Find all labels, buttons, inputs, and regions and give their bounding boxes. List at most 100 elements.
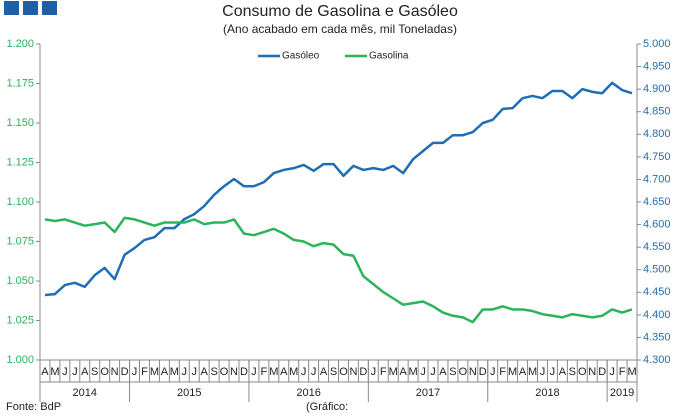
y-tick-label: 1.125 xyxy=(6,156,34,168)
x-tick-label: D xyxy=(240,366,248,378)
x-tick-label: M xyxy=(508,366,517,378)
x-tick-label: A xyxy=(41,366,49,378)
x-tick-label: O xyxy=(339,366,348,378)
x-tick-label: N xyxy=(469,366,477,378)
y2-tick-label: 4.850 xyxy=(643,106,671,118)
x-tick-label: D xyxy=(359,366,367,378)
x-tick-label: J xyxy=(550,366,556,378)
y2-tick-label: 4.400 xyxy=(643,309,671,321)
x-tick-label: S xyxy=(569,366,576,378)
x-tick-label: M xyxy=(269,366,278,378)
series-line xyxy=(44,81,633,297)
y2-tick-label: 4.900 xyxy=(643,83,671,95)
x-tick-label: A xyxy=(519,366,527,378)
x-tick-label: J xyxy=(301,366,307,378)
y-tick-label: 1.200 xyxy=(6,38,34,50)
y-tick-label: 1.075 xyxy=(6,235,34,247)
x-tick-label: N xyxy=(588,366,596,378)
x-tick-label: J xyxy=(420,366,426,378)
logo-square xyxy=(4,1,19,15)
x-tick-label: A xyxy=(400,366,408,378)
y2-tick-label: 4.700 xyxy=(643,173,671,185)
x-tick-label: A xyxy=(81,366,89,378)
y-tick-label: 1.025 xyxy=(6,314,34,326)
x-tick-label: S xyxy=(210,366,217,378)
x-tick-label: M xyxy=(627,366,636,378)
year-label: 2019 xyxy=(610,387,634,399)
x-tick-label: O xyxy=(100,366,109,378)
x-tick-label: J xyxy=(72,366,78,378)
x-tick-label: J xyxy=(191,366,197,378)
x-tick-label: F xyxy=(499,366,506,378)
x-tick-label: N xyxy=(349,366,357,378)
y2-tick-label: 5.000 xyxy=(643,38,671,50)
series-line xyxy=(44,216,633,324)
y2-tick-label: 4.450 xyxy=(643,286,671,298)
x-tick-label: J xyxy=(490,366,496,378)
source: Fonte: BdP xyxy=(6,401,61,413)
y-tick-label: 1.050 xyxy=(6,275,34,287)
x-tick-label: F xyxy=(261,366,268,378)
y2-tick-label: 4.600 xyxy=(643,218,671,230)
x-tick-label: J xyxy=(311,366,317,378)
x-tick-label: J xyxy=(62,366,68,378)
y2-tick-label: 4.300 xyxy=(643,354,671,366)
x-tick-label: A xyxy=(280,366,288,378)
y2-tick-label: 4.750 xyxy=(643,151,671,163)
logo-square xyxy=(23,1,38,15)
x-tick-label: O xyxy=(578,366,587,378)
x-tick-label: A xyxy=(201,366,209,378)
x-tick-label: F xyxy=(141,366,148,378)
x-tick-label: S xyxy=(330,366,337,378)
y-tick-label: 1.100 xyxy=(6,196,34,208)
x-tick-label: S xyxy=(449,366,456,378)
year-label: 2017 xyxy=(416,387,440,399)
x-tick-label: J xyxy=(182,366,188,378)
x-tick-label: J xyxy=(430,366,436,378)
x-tick-label: F xyxy=(619,366,626,378)
x-tick-label: M xyxy=(170,366,179,378)
x-tick-label: J xyxy=(371,366,377,378)
year-label: 2015 xyxy=(177,387,201,399)
legend-label: Gasóleo xyxy=(282,51,320,62)
chart-subtitle: (Ano acabado em cada mês, mil Toneladas) xyxy=(223,22,457,36)
y2-tick-label: 4.500 xyxy=(643,264,671,276)
y2-tick-label: 4.800 xyxy=(643,128,671,140)
x-tick-label: A xyxy=(320,366,328,378)
x-tick-label: J xyxy=(132,366,138,378)
y-tick-label: 1.000 xyxy=(6,354,34,366)
x-tick-label: J xyxy=(540,366,546,378)
y2-tick-label: 4.650 xyxy=(643,196,671,208)
x-tick-label: N xyxy=(230,366,238,378)
x-tick-label: O xyxy=(220,366,229,378)
y2-tick-label: 4.350 xyxy=(643,331,671,343)
x-tick-label: M xyxy=(150,366,159,378)
x-tick-label: M xyxy=(409,366,418,378)
x-tick-label: M xyxy=(289,366,298,378)
x-tick-label: M xyxy=(389,366,398,378)
x-tick-label: M xyxy=(528,366,537,378)
logo-square xyxy=(42,1,57,15)
x-tick-label: J xyxy=(251,366,257,378)
x-tick-label: O xyxy=(459,366,468,378)
x-tick-label: F xyxy=(380,366,387,378)
note: (Gráfico: xyxy=(306,401,348,413)
y-tick-label: 1.150 xyxy=(6,117,34,129)
x-tick-label: M xyxy=(50,366,59,378)
year-label: 2016 xyxy=(296,387,320,399)
x-tick-label: N xyxy=(111,366,119,378)
x-tick-label: J xyxy=(609,366,615,378)
x-tick-label: D xyxy=(121,366,129,378)
year-label: 2014 xyxy=(73,387,97,399)
y2-tick-label: 4.950 xyxy=(643,60,671,72)
x-tick-label: A xyxy=(161,366,169,378)
chart-title: Consumo de Gasolina e Gasóleo xyxy=(222,3,458,20)
x-tick-label: A xyxy=(439,366,447,378)
x-tick-label: D xyxy=(598,366,606,378)
y2-tick-label: 4.550 xyxy=(643,241,671,253)
y-tick-label: 1.175 xyxy=(6,77,34,89)
x-tick-label: S xyxy=(91,366,98,378)
x-tick-label: A xyxy=(559,366,567,378)
legend-label: Gasolina xyxy=(369,51,409,62)
